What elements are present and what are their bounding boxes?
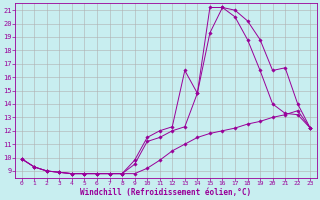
- X-axis label: Windchill (Refroidissement éolien,°C): Windchill (Refroidissement éolien,°C): [80, 188, 252, 197]
